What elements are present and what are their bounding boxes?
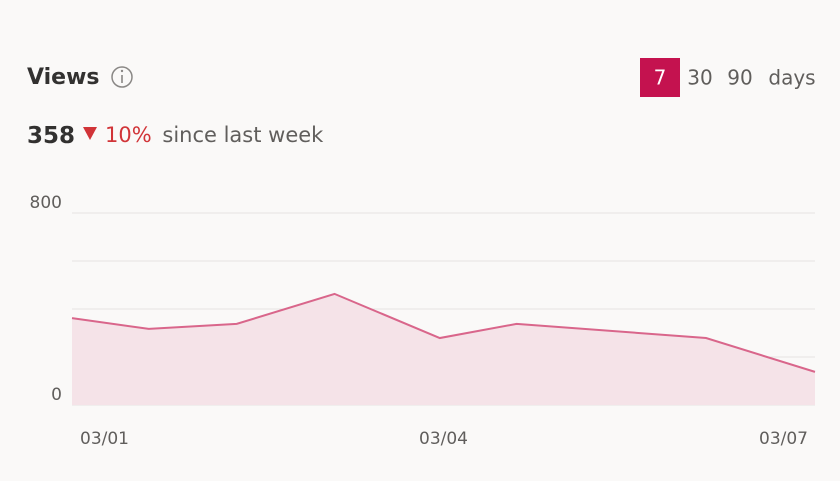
y-tick-label: 800 [30, 193, 62, 213]
title: Views [27, 65, 100, 90]
line [71, 292, 816, 373]
x-tick-label: 03/01 [80, 429, 129, 449]
summary: 358 [27, 123, 75, 149]
range-option[interactable]: 30 [687, 66, 712, 90]
change-text: since last week [162, 123, 324, 147]
range-option[interactable]: 7 [654, 66, 667, 90]
range-unit: days [768, 66, 815, 90]
info-circle [111, 66, 133, 88]
x-tick-label: 03/04 [419, 429, 468, 449]
y-tick-label: 0 [51, 385, 62, 405]
summary-change: 10% since last week [105, 123, 324, 147]
change-percent: 10% [105, 123, 152, 147]
info-icon[interactable] [111, 66, 133, 88]
down-arrow [83, 127, 97, 140]
range-selector: 7 30 90 days [640, 58, 816, 97]
range-option[interactable]: 90 [727, 66, 752, 90]
area [72, 293, 815, 405]
range-selected-bg [640, 58, 680, 97]
info-dot [120, 69, 124, 73]
summary-value: 358 [27, 123, 75, 149]
x-tick-label: 03/07 [759, 429, 808, 449]
chart: 0 800 03/01 03/04 03/07 [30, 193, 816, 449]
